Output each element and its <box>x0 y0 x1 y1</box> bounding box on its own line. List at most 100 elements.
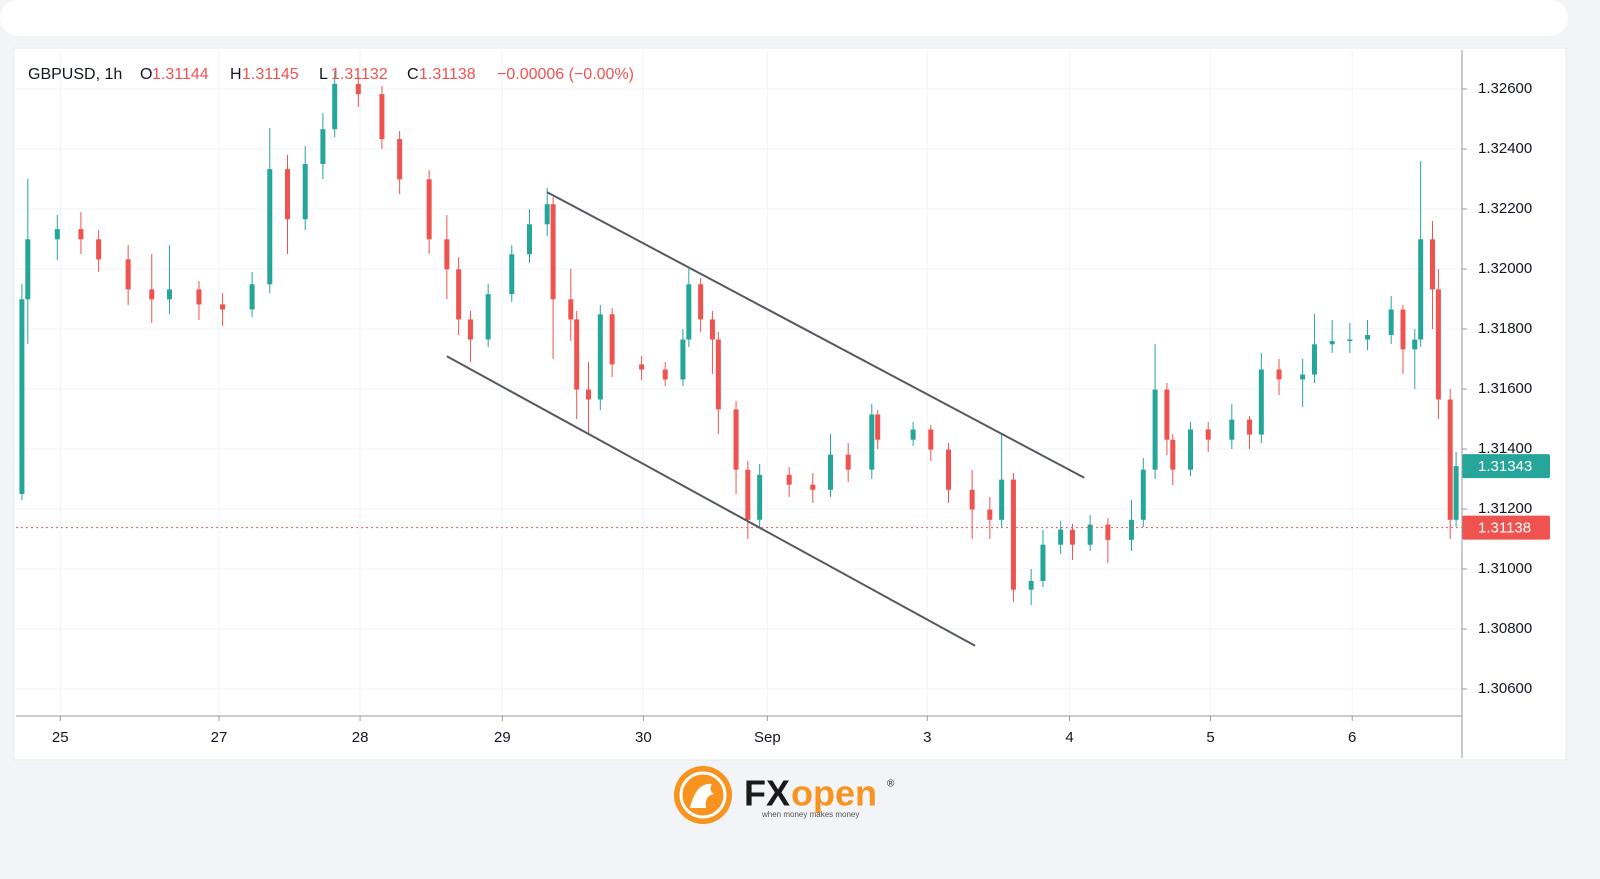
candle-body <box>1152 389 1158 470</box>
candle-body <box>585 389 591 400</box>
price-tag-label: 1.31138 <box>1478 520 1531 537</box>
candle-body <box>1429 239 1435 290</box>
legend: GBPUSD, 1h O 1.31144 H 1.31145 L 1.31132 C 1.31… <box>28 66 634 83</box>
candle-body <box>845 454 851 470</box>
candle-body <box>1276 369 1282 380</box>
candle-body <box>78 229 84 240</box>
candle-body <box>869 414 875 470</box>
candle-body <box>946 449 952 490</box>
candle-body <box>96 239 102 260</box>
candle-body <box>25 239 31 300</box>
y-tick-label: 1.31200 <box>1478 500 1532 517</box>
candle-body <box>1329 341 1335 345</box>
y-tick-label: 1.31000 <box>1478 560 1532 577</box>
candle-body <box>426 179 432 240</box>
candle-body <box>1188 429 1194 470</box>
candle-body <box>249 284 255 310</box>
x-tick-label: Sep <box>754 729 781 746</box>
candle-body <box>662 369 668 380</box>
candle-body <box>987 509 993 520</box>
candle-body <box>54 229 60 240</box>
y-tick-label: 1.30800 <box>1478 620 1532 637</box>
candle-body <box>698 284 704 320</box>
logo: FX open ® when money makes money <box>674 766 895 824</box>
candle-body <box>686 284 692 340</box>
candle-body <box>1453 466 1459 520</box>
candle-body <box>149 289 155 300</box>
logo-tagline: when money makes money <box>761 810 859 819</box>
candle-body <box>1205 429 1211 440</box>
logo-registered: ® <box>887 779 895 790</box>
candle-body <box>125 259 131 290</box>
price-tag <box>1462 515 1550 540</box>
legend-key: O <box>140 66 152 83</box>
candle-body <box>1069 529 1075 545</box>
candle-body <box>397 139 403 180</box>
candle-body <box>1229 419 1235 440</box>
candle-body <box>1164 389 1170 440</box>
candle-body <box>509 254 515 295</box>
last-price-label: 1.31343 <box>1478 458 1532 475</box>
grid: 1.30600 1.30800 1.31000 1.31200 1.31400 1.316… <box>16 50 1532 746</box>
candle-body <box>680 339 686 380</box>
top-card <box>0 0 1568 36</box>
candle-body <box>550 204 556 300</box>
candle-body <box>1447 399 1453 520</box>
trend-line <box>546 191 1085 479</box>
y-tick-label: 1.31400 <box>1478 440 1532 457</box>
x-tick-label: 4 <box>1065 729 1073 746</box>
candle-body <box>196 289 202 305</box>
x-tick-label: 3 <box>923 729 931 746</box>
candle-body <box>1087 524 1093 545</box>
candle-body <box>1028 581 1034 590</box>
candle-body <box>355 83 361 95</box>
candle-body <box>1058 529 1064 545</box>
candle-body <box>568 299 574 320</box>
candle-body <box>969 489 975 510</box>
x-tick-label: 5 <box>1206 729 1214 746</box>
y-tick-label: 1.31800 <box>1478 320 1532 337</box>
x-tick-label: 28 <box>352 729 369 746</box>
legend-value: 1.31138 <box>419 66 476 83</box>
x-tick-label: 27 <box>211 729 228 746</box>
candle-body <box>1388 309 1394 335</box>
candle-body <box>875 414 881 440</box>
candle-body <box>1311 344 1317 375</box>
candle-body <box>1300 374 1306 380</box>
candle-body <box>597 314 603 400</box>
y-tick-label: 1.32200 <box>1478 200 1532 217</box>
candle-body <box>609 314 615 365</box>
candle-body <box>166 289 172 300</box>
candles <box>19 71 1459 605</box>
candle-body <box>910 429 916 440</box>
logo-brand-dark: FX <box>744 773 790 814</box>
candle-body <box>1040 544 1046 581</box>
logo-brand-accent: open <box>791 773 877 814</box>
candle-body <box>1347 339 1353 341</box>
symbol: GBPUSD, 1h <box>28 66 122 83</box>
candle-body <box>1418 239 1424 340</box>
logo-icon-ring <box>679 771 727 819</box>
candle-body <box>284 169 290 220</box>
legend-key: H <box>230 66 242 83</box>
candle-body <box>444 239 450 270</box>
candle-body <box>485 294 491 340</box>
candle-body <box>379 94 385 140</box>
candle-body <box>544 204 550 225</box>
overlay: 1.31138 1.31343 <box>16 191 1550 647</box>
candle-body <box>810 484 816 490</box>
legend-value: 1.31145 <box>242 66 299 83</box>
candle-body <box>1170 439 1176 470</box>
legend-change: −0.00006 (−0.00%) <box>497 66 634 83</box>
logo-icon-figure <box>690 783 714 808</box>
last-price-tag <box>1462 454 1550 479</box>
x-tick-label: 30 <box>635 729 652 746</box>
candle-body <box>456 269 462 320</box>
candle-body <box>1105 524 1111 540</box>
candle-body <box>1010 479 1016 590</box>
candle-body <box>1435 289 1441 400</box>
candle-body <box>709 319 715 340</box>
candle-body <box>928 429 934 450</box>
